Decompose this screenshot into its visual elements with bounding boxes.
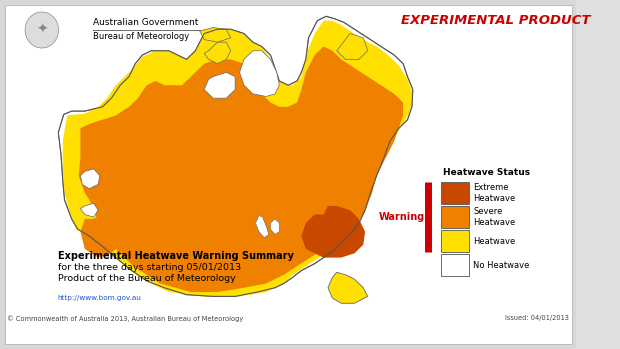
Polygon shape <box>270 219 280 234</box>
Polygon shape <box>81 215 125 258</box>
Polygon shape <box>81 46 403 292</box>
Text: Australian Government: Australian Government <box>93 18 198 27</box>
Bar <box>441 254 469 276</box>
Text: Extreme
Heatwave: Extreme Heatwave <box>473 183 515 203</box>
Text: © Commonwealth of Australia 2013, Australian Bureau of Meteorology: © Commonwealth of Australia 2013, Austra… <box>7 315 244 322</box>
Text: Experimental Heatwave Warning Summary: Experimental Heatwave Warning Summary <box>58 251 293 261</box>
Bar <box>441 206 469 228</box>
Circle shape <box>25 12 58 48</box>
Text: for the three days starting 05/01/2013: for the three days starting 05/01/2013 <box>58 263 241 272</box>
Polygon shape <box>81 203 98 217</box>
Polygon shape <box>81 169 100 189</box>
Text: Severe
Heatwave: Severe Heatwave <box>473 207 515 227</box>
Text: Bureau of Meteorology: Bureau of Meteorology <box>93 32 189 41</box>
Text: ✦: ✦ <box>36 23 48 37</box>
Polygon shape <box>301 206 365 258</box>
Polygon shape <box>204 42 231 64</box>
Bar <box>441 230 469 252</box>
Polygon shape <box>200 28 231 42</box>
Polygon shape <box>79 150 125 206</box>
Polygon shape <box>58 16 413 296</box>
Text: Heatwave Status: Heatwave Status <box>443 168 531 177</box>
Text: Heatwave: Heatwave <box>473 237 515 245</box>
Polygon shape <box>337 34 368 59</box>
Text: EXPERIMENTAL PRODUCT: EXPERIMENTAL PRODUCT <box>402 14 591 27</box>
Polygon shape <box>204 72 235 98</box>
Text: No Heatwave: No Heatwave <box>473 260 529 269</box>
Polygon shape <box>255 215 268 238</box>
Polygon shape <box>239 51 280 96</box>
Text: Product of the Bureau of Meteorology: Product of the Bureau of Meteorology <box>58 274 236 283</box>
Text: Warning: Warning <box>378 212 425 222</box>
Bar <box>441 182 469 204</box>
Text: Issued: 04/01/2013: Issued: 04/01/2013 <box>505 315 569 321</box>
Polygon shape <box>63 21 413 296</box>
Polygon shape <box>328 272 368 303</box>
Text: http://www.bom.gov.au: http://www.bom.gov.au <box>58 295 141 301</box>
